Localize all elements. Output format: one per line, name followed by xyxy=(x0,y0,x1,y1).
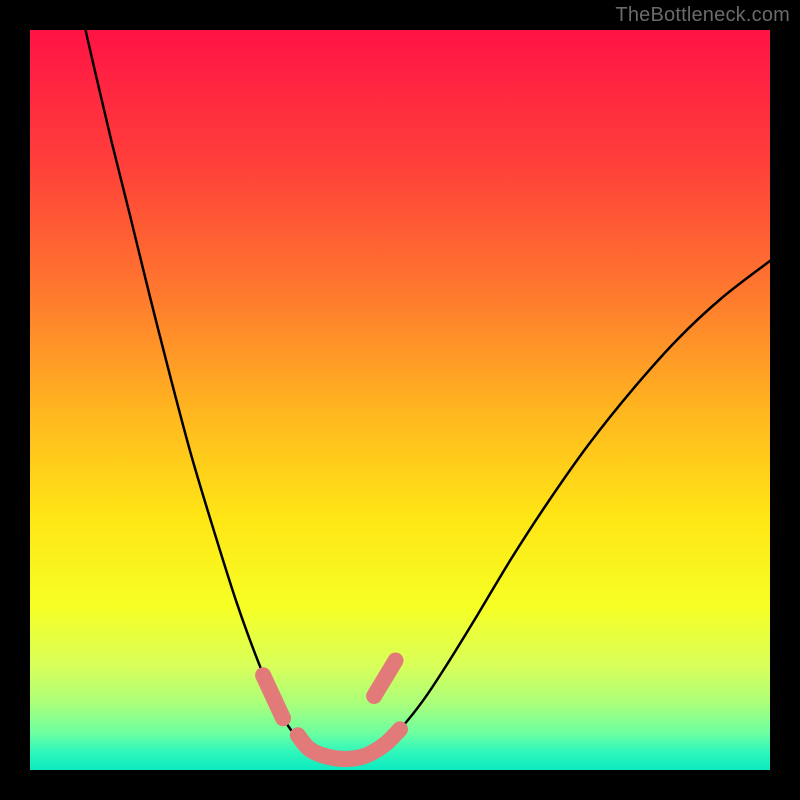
watermark-text: TheBottleneck.com xyxy=(615,4,790,27)
chart-svg xyxy=(0,0,800,800)
chart-root: TheBottleneck.com xyxy=(0,0,800,800)
